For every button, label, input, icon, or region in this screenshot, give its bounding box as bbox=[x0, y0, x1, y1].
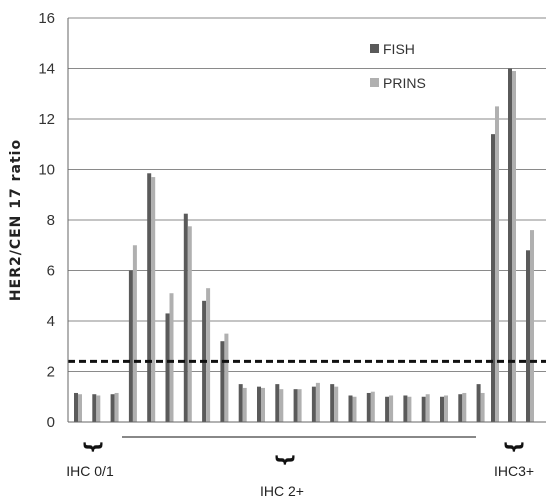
bar-prins bbox=[425, 394, 430, 422]
bar-prins bbox=[151, 177, 156, 422]
bar-prins bbox=[315, 382, 320, 422]
bar-prins bbox=[352, 396, 357, 422]
bar-prins bbox=[462, 392, 467, 422]
bars bbox=[74, 68, 534, 423]
bar-prins bbox=[78, 394, 82, 422]
bar-prins bbox=[279, 389, 284, 422]
y-tick-label: 2 bbox=[47, 364, 55, 381]
y-tick-label: 8 bbox=[47, 212, 55, 229]
bar-prins bbox=[370, 391, 375, 422]
legend-swatch-prins bbox=[370, 78, 379, 87]
y-tick-labels: 0 2 4 6 8 10 12 14 16 bbox=[38, 10, 55, 431]
bar-fish bbox=[403, 395, 408, 422]
bar-prins bbox=[407, 396, 412, 422]
y-tick-label: 12 bbox=[38, 111, 55, 128]
ihc3-brace-icon: } bbox=[503, 440, 527, 454]
bar-fish bbox=[491, 134, 495, 422]
y-tick-label: 14 bbox=[38, 61, 55, 78]
group-annotations: } } } IHC 0/1 IHC 2+ IHC3+ bbox=[66, 436, 534, 499]
bar-prins bbox=[480, 392, 485, 422]
bar-prins bbox=[187, 226, 192, 422]
group-label-ihc3: IHC3+ bbox=[494, 463, 534, 479]
bar-prins bbox=[444, 395, 448, 422]
bar-fish bbox=[385, 396, 390, 422]
bar-prins bbox=[206, 288, 211, 422]
bar-prins bbox=[224, 333, 229, 422]
bar-prins bbox=[389, 395, 394, 422]
bar-prins bbox=[114, 392, 119, 422]
bar-fish bbox=[348, 395, 353, 422]
legend-label-fish: FISH bbox=[383, 41, 415, 57]
y-tick-label: 16 bbox=[38, 10, 55, 27]
bar-fish bbox=[238, 384, 243, 422]
bar-fish bbox=[311, 386, 316, 422]
bar-fish bbox=[128, 270, 133, 422]
ihc2-brace-icon: } bbox=[274, 453, 298, 467]
bar-prins bbox=[495, 106, 499, 422]
bar-fish bbox=[220, 341, 225, 422]
ihc01-brace-icon: } bbox=[82, 440, 106, 454]
bar-fish bbox=[330, 384, 335, 422]
bar-fish bbox=[440, 396, 444, 422]
y-tick-label: 0 bbox=[47, 414, 55, 431]
bar-prins bbox=[334, 386, 339, 422]
bar-fish bbox=[508, 68, 512, 422]
bar-fish bbox=[92, 394, 97, 422]
group-label-ihc01: IHC 0/1 bbox=[66, 463, 114, 479]
bar-fish bbox=[458, 394, 463, 422]
y-axis-label: HER2/CEN 17 ratio bbox=[8, 139, 24, 301]
legend-swatch-fish bbox=[370, 44, 379, 53]
bar-fish bbox=[74, 392, 78, 422]
bar-fish bbox=[421, 396, 426, 422]
bar-fish bbox=[165, 313, 170, 422]
gridlines bbox=[68, 17, 546, 372]
bar-fish bbox=[476, 384, 481, 422]
bar-prins bbox=[530, 230, 534, 422]
bar-prins bbox=[132, 245, 137, 422]
y-tick-label: 10 bbox=[38, 162, 55, 179]
bar-prins bbox=[261, 387, 265, 422]
legend-label-prins: PRINS bbox=[383, 75, 426, 91]
bar-prins bbox=[242, 387, 247, 422]
legend: FISH PRINS bbox=[370, 41, 426, 91]
bar-fish bbox=[275, 384, 280, 422]
bar-fish bbox=[147, 173, 152, 422]
bar-fish bbox=[293, 389, 298, 422]
bar-fish bbox=[526, 250, 530, 422]
group-label-ihc2: IHC 2+ bbox=[260, 483, 304, 499]
bar-prins bbox=[297, 389, 302, 422]
bar-fish bbox=[110, 394, 115, 422]
y-tick-label: 4 bbox=[47, 313, 55, 330]
bar-fish bbox=[183, 213, 188, 422]
bar-prins bbox=[96, 395, 101, 422]
bar-prins bbox=[169, 293, 174, 422]
bar-prins bbox=[512, 71, 516, 423]
bar-fish bbox=[366, 392, 371, 422]
bar-fish bbox=[257, 386, 261, 422]
y-tick-label: 6 bbox=[47, 263, 55, 280]
